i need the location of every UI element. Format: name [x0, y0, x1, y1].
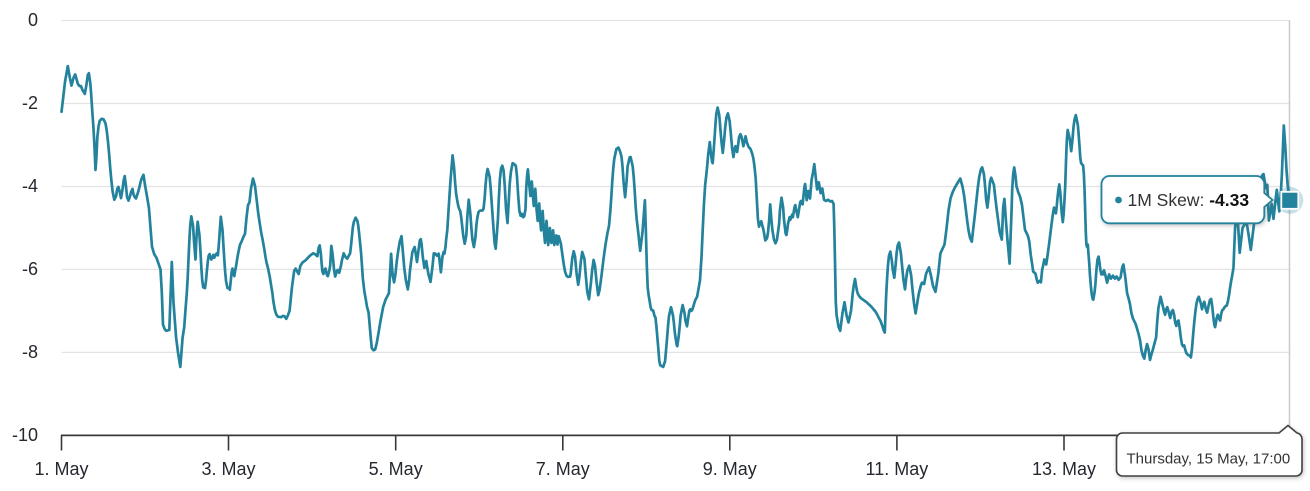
svg-text:13. May: 13. May — [1032, 459, 1096, 479]
svg-text:0: 0 — [28, 10, 38, 30]
svg-text:-2: -2 — [22, 93, 38, 113]
svg-text:-4: -4 — [22, 176, 38, 196]
svg-text:7. May: 7. May — [536, 459, 590, 479]
svg-text:3. May: 3. May — [201, 459, 255, 479]
svg-text:9. May: 9. May — [703, 459, 757, 479]
svg-text:11. May: 11. May — [866, 459, 929, 479]
svg-text:5. May: 5. May — [369, 459, 423, 479]
svg-text:-6: -6 — [22, 259, 38, 279]
svg-text:-10: -10 — [12, 425, 38, 445]
svg-text:Thursday, 15 May, 17:00: Thursday, 15 May, 17:00 — [1127, 451, 1291, 468]
svg-text:-8: -8 — [22, 342, 38, 362]
svg-text:1. May: 1. May — [34, 459, 88, 479]
svg-text:1M Skew: -4.33: 1M Skew: -4.33 — [1128, 190, 1250, 210]
